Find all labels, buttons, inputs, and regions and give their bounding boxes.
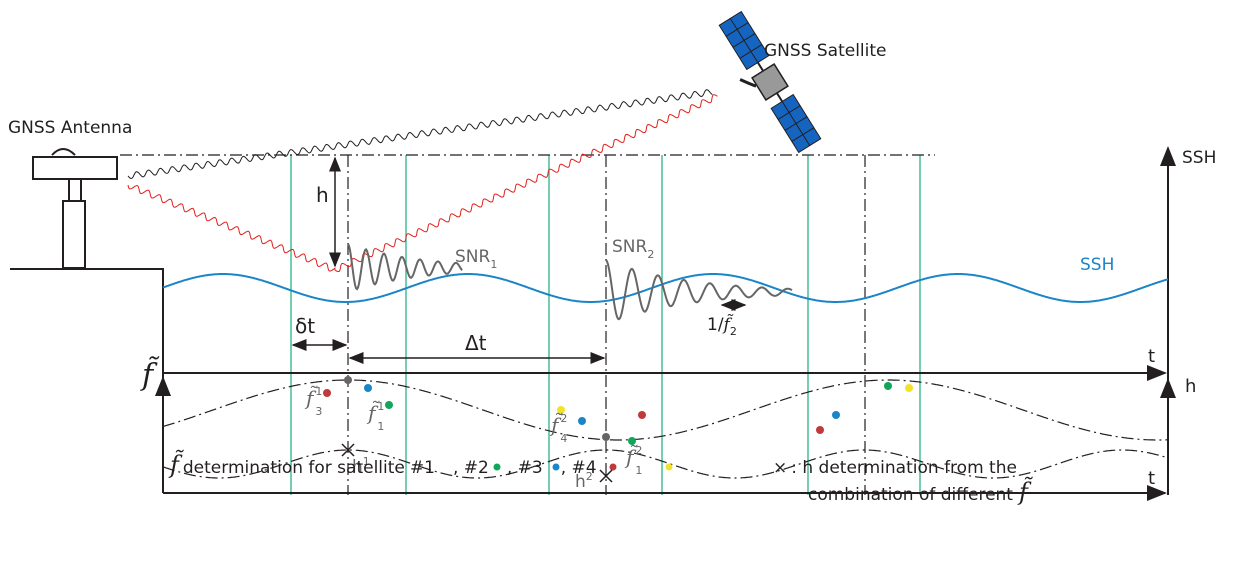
ground xyxy=(10,269,163,493)
arrows xyxy=(293,158,745,358)
snr-2 xyxy=(606,260,792,319)
t-upper-label: t xyxy=(1148,346,1155,367)
ssh-axis-label: SSH xyxy=(1182,148,1216,168)
snr-label: SNR1 xyxy=(455,247,497,271)
waves xyxy=(128,90,1168,478)
antenna-label: GNSS Antenna xyxy=(8,118,132,138)
satellite xyxy=(710,12,821,159)
period-label: 1/f̃2 xyxy=(707,314,737,338)
note-line1: ×: h determination from the xyxy=(773,458,1017,478)
time-lines xyxy=(120,155,935,495)
big-dt-label: Δt xyxy=(465,331,487,355)
snr-label: SNR2 xyxy=(612,237,654,261)
satellite-label: GNSS Satellite xyxy=(764,41,887,61)
t-lower-label: t xyxy=(1148,468,1155,489)
small-dt-label: δt xyxy=(295,314,315,338)
ssh-curve-label: SSH xyxy=(1080,255,1114,275)
h-label: h xyxy=(316,183,329,207)
f-axis-label: f̃ xyxy=(140,356,160,393)
h-axis-label: h xyxy=(1185,376,1196,397)
diagram: GNSS Satellite GNSS Antenna SSH SSH h δt… xyxy=(0,0,1233,561)
direct-signal xyxy=(128,90,712,179)
f-curve xyxy=(163,380,1168,440)
snr-1 xyxy=(348,244,462,289)
antenna xyxy=(33,149,117,268)
